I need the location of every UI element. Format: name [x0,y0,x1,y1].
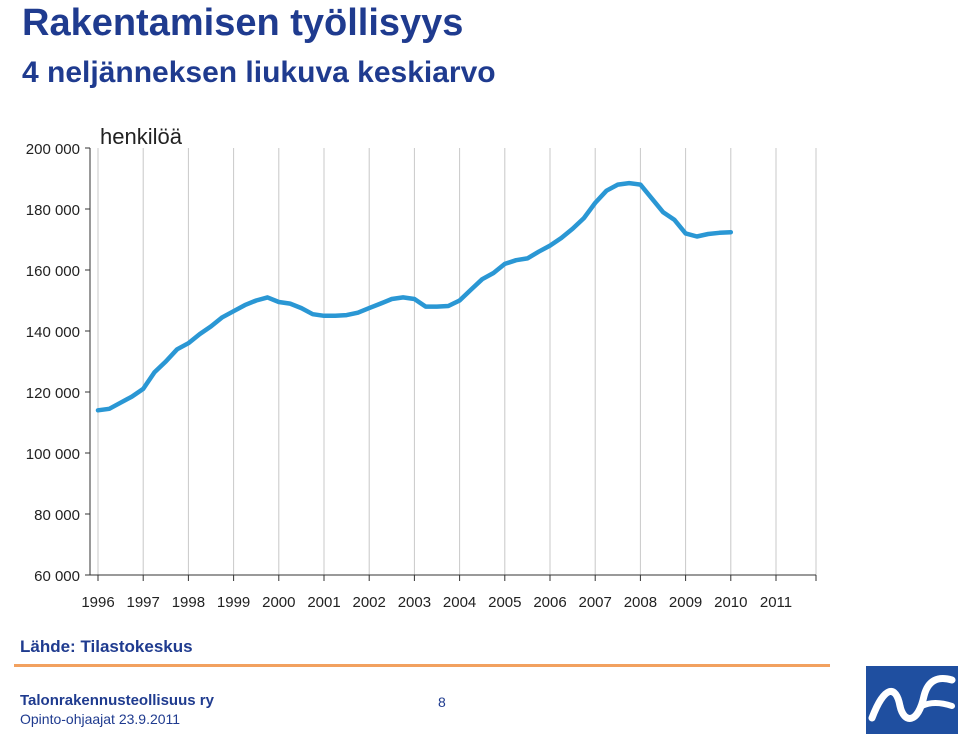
x-tick-label: 2005 [488,594,521,611]
x-tick-label: 2001 [307,594,340,611]
y-tick-label: 120 000 [26,385,80,402]
x-tick-label: 1997 [127,594,160,611]
y-tick-label: 140 000 [26,324,80,341]
footer-organization: Talonrakennusteollisuus ry [20,692,214,709]
x-tick-label: 2003 [398,594,431,611]
y-tick-label: 200 000 [26,141,80,158]
page-title: Rakentamisen työllisyys [22,2,464,44]
x-tick-label: 2011 [760,594,792,611]
x-tick-label: 2000 [262,594,295,611]
x-tick-label: 2007 [579,594,612,611]
x-tick-label: 2006 [533,594,566,611]
series-line [95,180,734,413]
y-unit-label: henkilöä [100,124,183,149]
source-note: Lähde: Tilastokeskus [20,637,193,656]
line-chart: 60 000 80 000 100 000 120 000 140 000 160 000… [26,124,817,611]
x-tick-label: 2010 [714,594,747,611]
page-subtitle: 4 neljänneksen liukuva keskiarvo [22,56,496,89]
x-tick-label: 2009 [669,594,702,611]
y-tick-label: 80 000 [34,507,80,524]
x-tick-label: 1996 [81,594,114,611]
x-tick-label: 1998 [172,594,205,611]
x-tick-label: 2004 [443,594,476,611]
y-tick-label: 100 000 [26,446,80,463]
x-tick-label: 2008 [624,594,657,611]
footer-divider [14,664,830,667]
x-tick-label: 2002 [353,594,386,611]
footer-event: Opinto-ohjaajat 23.9.2011 [20,711,181,727]
page-number: 8 [438,694,446,710]
x-tick-label: 1999 [217,594,250,611]
rt-logo-icon [866,666,958,734]
y-tick-label: 180 000 [26,202,80,219]
y-tick-label: 60 000 [34,568,80,585]
y-tick-label: 160 000 [26,263,80,280]
